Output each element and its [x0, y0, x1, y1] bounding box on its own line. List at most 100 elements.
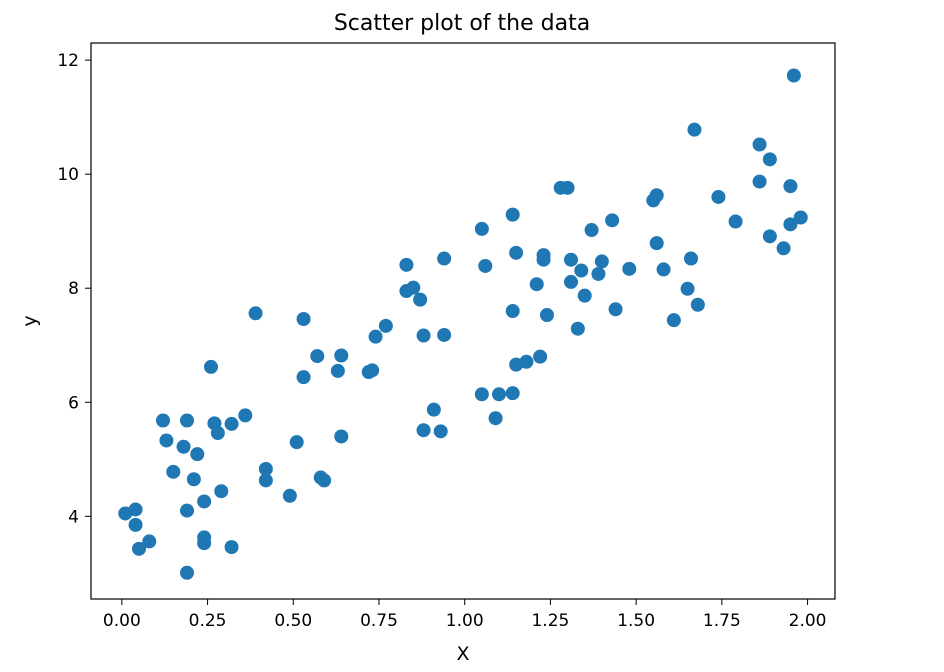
- data-point: [577, 288, 592, 303]
- x-tick-label: 1.25: [531, 611, 569, 631]
- data-point: [793, 210, 808, 225]
- data-point: [752, 137, 767, 152]
- y-tick-label: 8: [68, 279, 79, 299]
- data-point: [687, 122, 702, 137]
- y-tick-label: 10: [57, 165, 79, 185]
- data-point: [214, 484, 229, 499]
- x-tick-label: 0.75: [360, 611, 398, 631]
- data-point: [210, 426, 225, 441]
- data-point: [540, 308, 554, 323]
- plot-frame: [90, 42, 836, 600]
- y-axis-label: y: [19, 315, 41, 326]
- x-tick-label: 1.75: [703, 611, 741, 631]
- data-point: [505, 304, 520, 319]
- data-point: [474, 387, 489, 402]
- data-point: [159, 433, 174, 448]
- data-point: [656, 262, 671, 277]
- data-point: [248, 306, 263, 321]
- data-point: [416, 328, 431, 343]
- data-point: [334, 348, 349, 363]
- data-point: [680, 281, 695, 296]
- data-point: [564, 252, 578, 267]
- x-tick-label: 1.00: [446, 611, 484, 631]
- data-point: [416, 423, 431, 438]
- y-tick-label: 4: [68, 507, 79, 527]
- data-point: [176, 439, 191, 454]
- data-point: [310, 349, 325, 364]
- data-point: [186, 472, 201, 487]
- data-point: [330, 363, 345, 378]
- data-point: [560, 180, 575, 195]
- data-point: [224, 540, 239, 555]
- data-point: [166, 464, 181, 479]
- x-tick-label: 0.50: [274, 611, 312, 631]
- data-point: [711, 189, 726, 204]
- data-point: [536, 252, 551, 267]
- data-point: [399, 257, 414, 272]
- data-point: [368, 329, 383, 344]
- data-point: [224, 416, 239, 431]
- data-point: [142, 534, 157, 549]
- data-point: [296, 370, 311, 385]
- y-tick-label: 12: [57, 51, 79, 71]
- x-tick-label: 0.25: [189, 611, 227, 631]
- data-point: [509, 245, 524, 260]
- data-point: [574, 263, 589, 278]
- data-point: [529, 277, 544, 292]
- data-point: [258, 473, 273, 488]
- data-point: [591, 266, 606, 281]
- data-points: [118, 68, 808, 580]
- data-point: [776, 241, 791, 256]
- data-point: [666, 313, 681, 328]
- data-point: [180, 413, 194, 428]
- x-tick-label: 0.00: [103, 611, 141, 631]
- data-point: [190, 447, 205, 462]
- data-point: [317, 473, 332, 488]
- data-point: [649, 236, 664, 251]
- data-point: [128, 517, 143, 532]
- data-point: [488, 411, 503, 426]
- data-point: [204, 359, 218, 374]
- data-point: [128, 502, 143, 517]
- data-point: [180, 565, 194, 580]
- data-point: [197, 536, 212, 551]
- data-point: [474, 221, 489, 236]
- data-point: [570, 321, 585, 336]
- data-point: [622, 261, 637, 276]
- axes: 0.00 0.25 0.50 0.75 1.00 1.25 1.50 1.75 2.00 4 6 8 1…: [57, 51, 826, 631]
- data-point: [690, 297, 705, 312]
- data-point: [282, 488, 297, 503]
- x-axis-label: X: [456, 643, 469, 665]
- data-point: [406, 280, 421, 295]
- data-point: [365, 363, 380, 378]
- data-point: [378, 318, 393, 333]
- data-point: [437, 327, 452, 342]
- data-point: [132, 541, 146, 556]
- data-point: [783, 217, 798, 232]
- x-tick-label: 1.50: [617, 611, 655, 631]
- data-point: [437, 251, 452, 266]
- data-point: [519, 354, 534, 369]
- data-point: [334, 429, 349, 444]
- data-point: [492, 387, 506, 402]
- data-point: [783, 179, 798, 194]
- data-point: [564, 274, 578, 289]
- data-point: [594, 254, 609, 269]
- data-point: [289, 435, 304, 450]
- data-point: [752, 174, 767, 189]
- data-point: [413, 292, 428, 307]
- data-point: [684, 251, 698, 266]
- data-point: [180, 503, 194, 518]
- data-point: [728, 214, 743, 229]
- data-point: [433, 424, 448, 439]
- data-point: [762, 152, 777, 167]
- data-point: [605, 213, 620, 228]
- data-point: [608, 302, 623, 317]
- data-point: [649, 188, 664, 203]
- data-point: [762, 229, 777, 244]
- data-point: [258, 461, 273, 476]
- data-point: [426, 402, 441, 417]
- data-point: [533, 349, 548, 364]
- data-point: [505, 207, 520, 222]
